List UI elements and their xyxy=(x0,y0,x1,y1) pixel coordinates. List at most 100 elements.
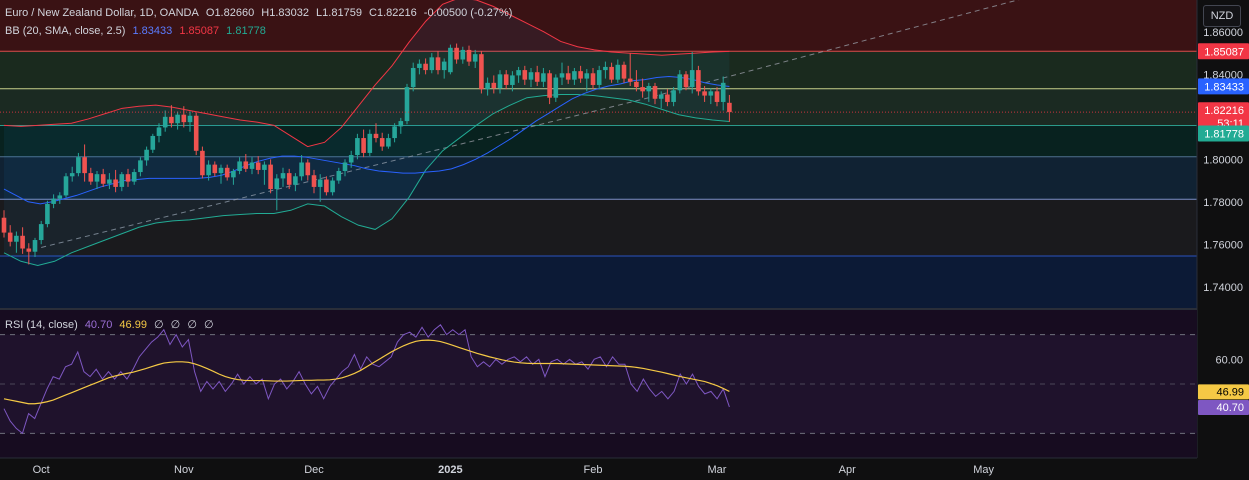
candle-body xyxy=(82,157,87,174)
candle xyxy=(534,65,540,87)
candle-body xyxy=(361,138,366,153)
time-tick-label: Feb xyxy=(584,464,603,476)
candle xyxy=(479,50,484,94)
candle xyxy=(410,62,416,92)
candle xyxy=(107,173,112,190)
candle-body xyxy=(454,47,459,60)
candle xyxy=(373,123,379,143)
candle-body xyxy=(578,71,583,79)
candle-body xyxy=(336,170,342,181)
candle xyxy=(472,49,478,68)
candle xyxy=(565,65,571,84)
candle-body xyxy=(373,133,379,139)
candle-body xyxy=(603,66,608,71)
candle xyxy=(324,176,329,196)
candle-body xyxy=(696,70,701,92)
candle-body xyxy=(212,164,218,174)
price-tag xyxy=(1198,102,1249,131)
candle xyxy=(131,168,137,185)
price-tick-label: 1.74000 xyxy=(1203,282,1243,294)
candle-body xyxy=(559,73,565,78)
candle-body xyxy=(231,170,236,178)
candle-body xyxy=(398,121,404,127)
candle xyxy=(603,61,608,79)
candle xyxy=(404,83,410,125)
candle xyxy=(162,110,168,132)
bb-fill xyxy=(4,0,730,266)
candle xyxy=(144,146,149,166)
candle-body xyxy=(522,70,528,80)
candle xyxy=(658,91,664,109)
candle-body xyxy=(621,64,627,79)
price-tag-label: 1.82216 xyxy=(1204,105,1244,117)
candle-body xyxy=(466,49,472,62)
symbol-title: Euro / New Zealand Dollar, 1D, OANDA xyxy=(5,7,199,19)
candle-body xyxy=(727,102,732,113)
candle-body xyxy=(627,78,633,82)
time-tick-label: May xyxy=(973,464,994,476)
candle xyxy=(379,132,385,151)
candle xyxy=(516,66,521,83)
candle xyxy=(355,133,360,160)
pane-separator xyxy=(0,308,1197,310)
candle xyxy=(218,164,224,184)
candle xyxy=(503,70,509,90)
price-tag xyxy=(1198,125,1249,142)
candle-body xyxy=(565,73,571,80)
time-tick-label: Dec xyxy=(304,464,324,476)
candle xyxy=(249,157,255,175)
candle xyxy=(460,46,466,64)
price-tag-label: 1.83433 xyxy=(1204,81,1244,93)
price-tag xyxy=(1198,43,1249,60)
ohlc-values: O1.82660 H1.83032 L1.81759 C1.82216 -0.0… xyxy=(206,7,517,19)
candle xyxy=(268,159,273,194)
candle xyxy=(547,70,552,105)
candle xyxy=(113,169,118,193)
candle-body xyxy=(324,179,329,193)
candle xyxy=(361,129,366,158)
candle xyxy=(262,161,267,185)
candle xyxy=(305,159,311,181)
time-tick-label: Apr xyxy=(839,464,856,476)
candle xyxy=(336,167,342,184)
candle xyxy=(441,58,447,79)
candle xyxy=(100,168,106,187)
candle xyxy=(491,75,497,94)
change-value: -0.00500 (-0.27%) xyxy=(423,7,513,19)
candle xyxy=(274,174,280,211)
candle-body xyxy=(441,61,447,71)
candle xyxy=(584,69,590,92)
bb-label: BB (20, SMA, close, 2.5) xyxy=(5,25,126,37)
candle-body xyxy=(274,178,280,190)
zone-band xyxy=(0,255,1197,308)
candle xyxy=(683,71,689,91)
candle-body xyxy=(379,138,385,147)
candle xyxy=(559,62,565,85)
candle-body xyxy=(14,235,19,242)
candle-body xyxy=(255,162,261,170)
candle xyxy=(175,111,180,130)
candle-body xyxy=(32,240,38,252)
candle-body xyxy=(187,115,193,123)
candle-body xyxy=(169,116,174,124)
currency-selector[interactable]: NZD xyxy=(1203,5,1241,27)
candle-body xyxy=(38,224,44,241)
candle-body xyxy=(516,70,521,76)
candle-body xyxy=(181,114,187,123)
rsi-extra-4: ∅ xyxy=(203,319,214,331)
time-tick-label: Mar xyxy=(708,464,727,476)
candle-body xyxy=(162,116,168,128)
candle xyxy=(596,65,602,90)
candle-body xyxy=(311,175,317,187)
bb-basis-line xyxy=(3,75,730,205)
candle-body xyxy=(472,54,478,62)
candle-body xyxy=(528,72,534,80)
candle-body xyxy=(497,74,503,89)
candle-body xyxy=(57,195,63,199)
candle-body xyxy=(702,91,707,96)
candle-body xyxy=(448,47,453,73)
price-tag xyxy=(1198,78,1249,95)
candle xyxy=(20,227,25,254)
candle xyxy=(386,133,391,149)
